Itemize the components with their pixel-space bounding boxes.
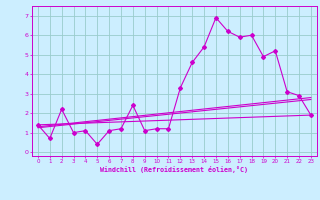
X-axis label: Windchill (Refroidissement éolien,°C): Windchill (Refroidissement éolien,°C) bbox=[100, 166, 248, 173]
